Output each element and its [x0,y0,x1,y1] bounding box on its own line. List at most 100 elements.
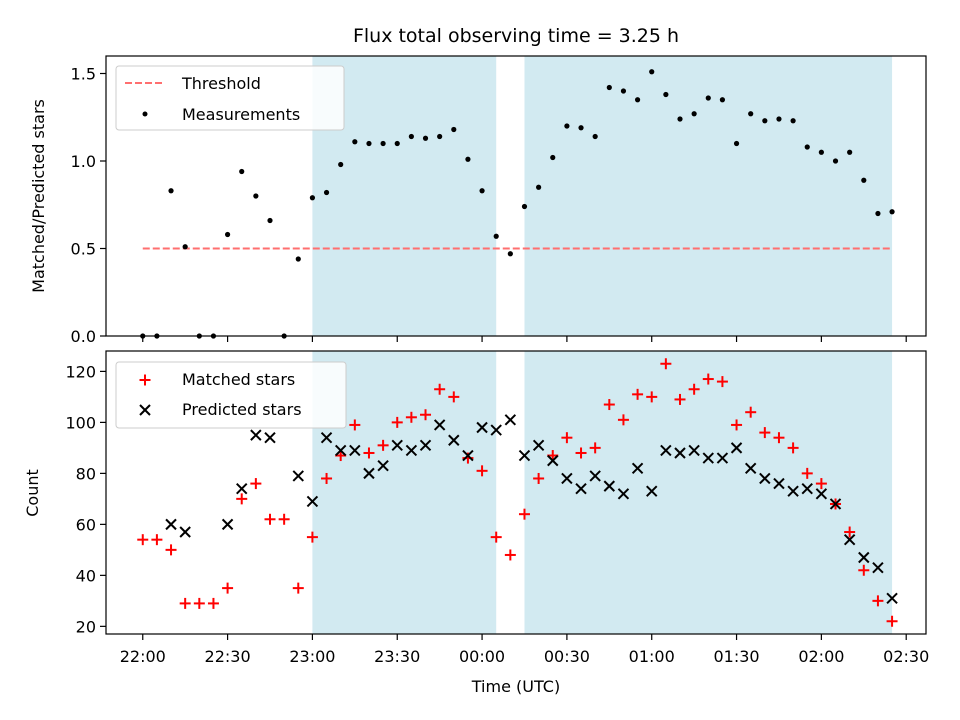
y-tick-label: 1.0 [71,152,96,171]
x-marker-b [702,452,714,464]
predicted-star-point [236,482,248,495]
measurement-point [338,161,344,168]
matched-star-point [688,383,700,395]
matched-star-point [292,582,304,594]
predicted-star-point [688,444,700,457]
matched-star-point [815,478,827,490]
y-tick-label: 1.5 [71,65,96,84]
x-marker-b [617,488,630,500]
measurement-point [309,195,316,201]
predicted-star-point [221,518,234,531]
matched-star-point [674,393,686,405]
x-marker-b [179,526,191,538]
matched-star-point [773,432,785,444]
predicted-star-point [829,498,842,510]
y-tick-label: 20 [76,617,96,636]
predicted-star-point [179,526,191,538]
predicted-star-point [872,562,884,574]
predicted-star-point [617,488,630,500]
measurement-point [719,97,726,103]
matched-star-point [476,465,488,477]
measurement-point [620,88,627,94]
bottom-legend-box [115,361,347,429]
predicted-star-point [773,477,785,490]
matched-star-point [702,373,714,385]
x-tick-label: 00:30 [544,647,590,666]
matched-star-point [349,419,361,431]
x-tick-label: 22:00 [120,647,166,666]
matched-star-point [391,416,403,428]
measurement-point [295,256,301,262]
measurement-point [422,135,429,141]
x-marker-b [264,431,276,444]
matched-star-point [575,447,587,459]
measurement-point [889,209,895,215]
bottom-legend: Matched stars Predicted stars [115,361,347,429]
matched-star-point [236,493,248,505]
star-count-points [137,358,898,627]
x-marker-b [716,452,729,464]
x-tick-label: 01:30 [713,647,759,666]
matched-star-point [278,513,290,525]
predicted-star-point [702,452,714,464]
measurement-point [239,168,245,175]
matched-star-point [151,534,163,546]
measurement-point [818,149,824,155]
x-marker-b [236,482,248,495]
x-marker-b [688,444,700,457]
predicted-star-point [815,488,828,500]
measurement-point [847,149,853,155]
x-marker-b [801,482,813,495]
matched-star-point [716,376,728,388]
predicted-star-point [730,442,743,454]
bottom-panel: 20 40 60 80 100 120 22:00 22:30 23:00 23:30 00:00… [23,350,929,696]
x-axis-label: Time (UTC) [471,677,560,696]
x-marker-b [306,495,319,508]
y-tick-label: 40 [76,566,96,585]
x-marker-b [886,592,898,605]
matched-star-point [886,615,898,627]
x-marker-b [589,470,601,482]
measurement-point [182,244,188,250]
y-tick-label: 80 [76,464,96,483]
measurement-point [479,188,485,194]
measurement-point [352,139,358,145]
matched-star-point [207,597,219,609]
top-y-ticks: 0.0 0.5 1.0 1.5 [71,65,106,346]
predicted-star-point [561,472,573,485]
top-legend: Threshold Measurements [115,65,345,131]
measurement-point [663,91,669,98]
predicted-star-point [334,444,347,457]
x-tick-label: 22:30 [205,647,251,666]
matched-star-point [872,595,884,607]
predicted-star-point [419,439,432,452]
x-marker-b [377,460,389,472]
predicted-star-point [490,424,502,436]
x-marker-b [448,434,460,446]
predicted-star-point [476,421,488,434]
x-marker-b [872,562,884,574]
y-tick-label: 0.5 [71,240,96,259]
matched-star-point [801,467,813,479]
measurement-point [733,140,740,147]
legend-matched-label: Matched stars [182,370,295,389]
x-marker-b [334,444,347,457]
measurement-point [578,125,584,131]
measurement-point [832,158,839,164]
top-shaded-regions [312,56,893,336]
measurement-point [649,69,655,75]
x-tick-label: 02:30 [883,647,929,666]
y-tick-label: 0.0 [71,327,96,346]
measurement-point [592,133,598,140]
x-marker-b [730,442,743,454]
matched-star-point [137,534,149,546]
chart-title: Flux total observing time = 3.25 h [353,25,679,47]
matched-star-point [264,513,276,525]
x-marker-b [490,424,502,436]
matched-star-point [306,531,318,543]
measurement-point [634,97,641,103]
legend-x-marker [139,404,151,416]
x-tick-label: 23:30 [374,647,420,666]
matched-star-point [731,419,743,431]
